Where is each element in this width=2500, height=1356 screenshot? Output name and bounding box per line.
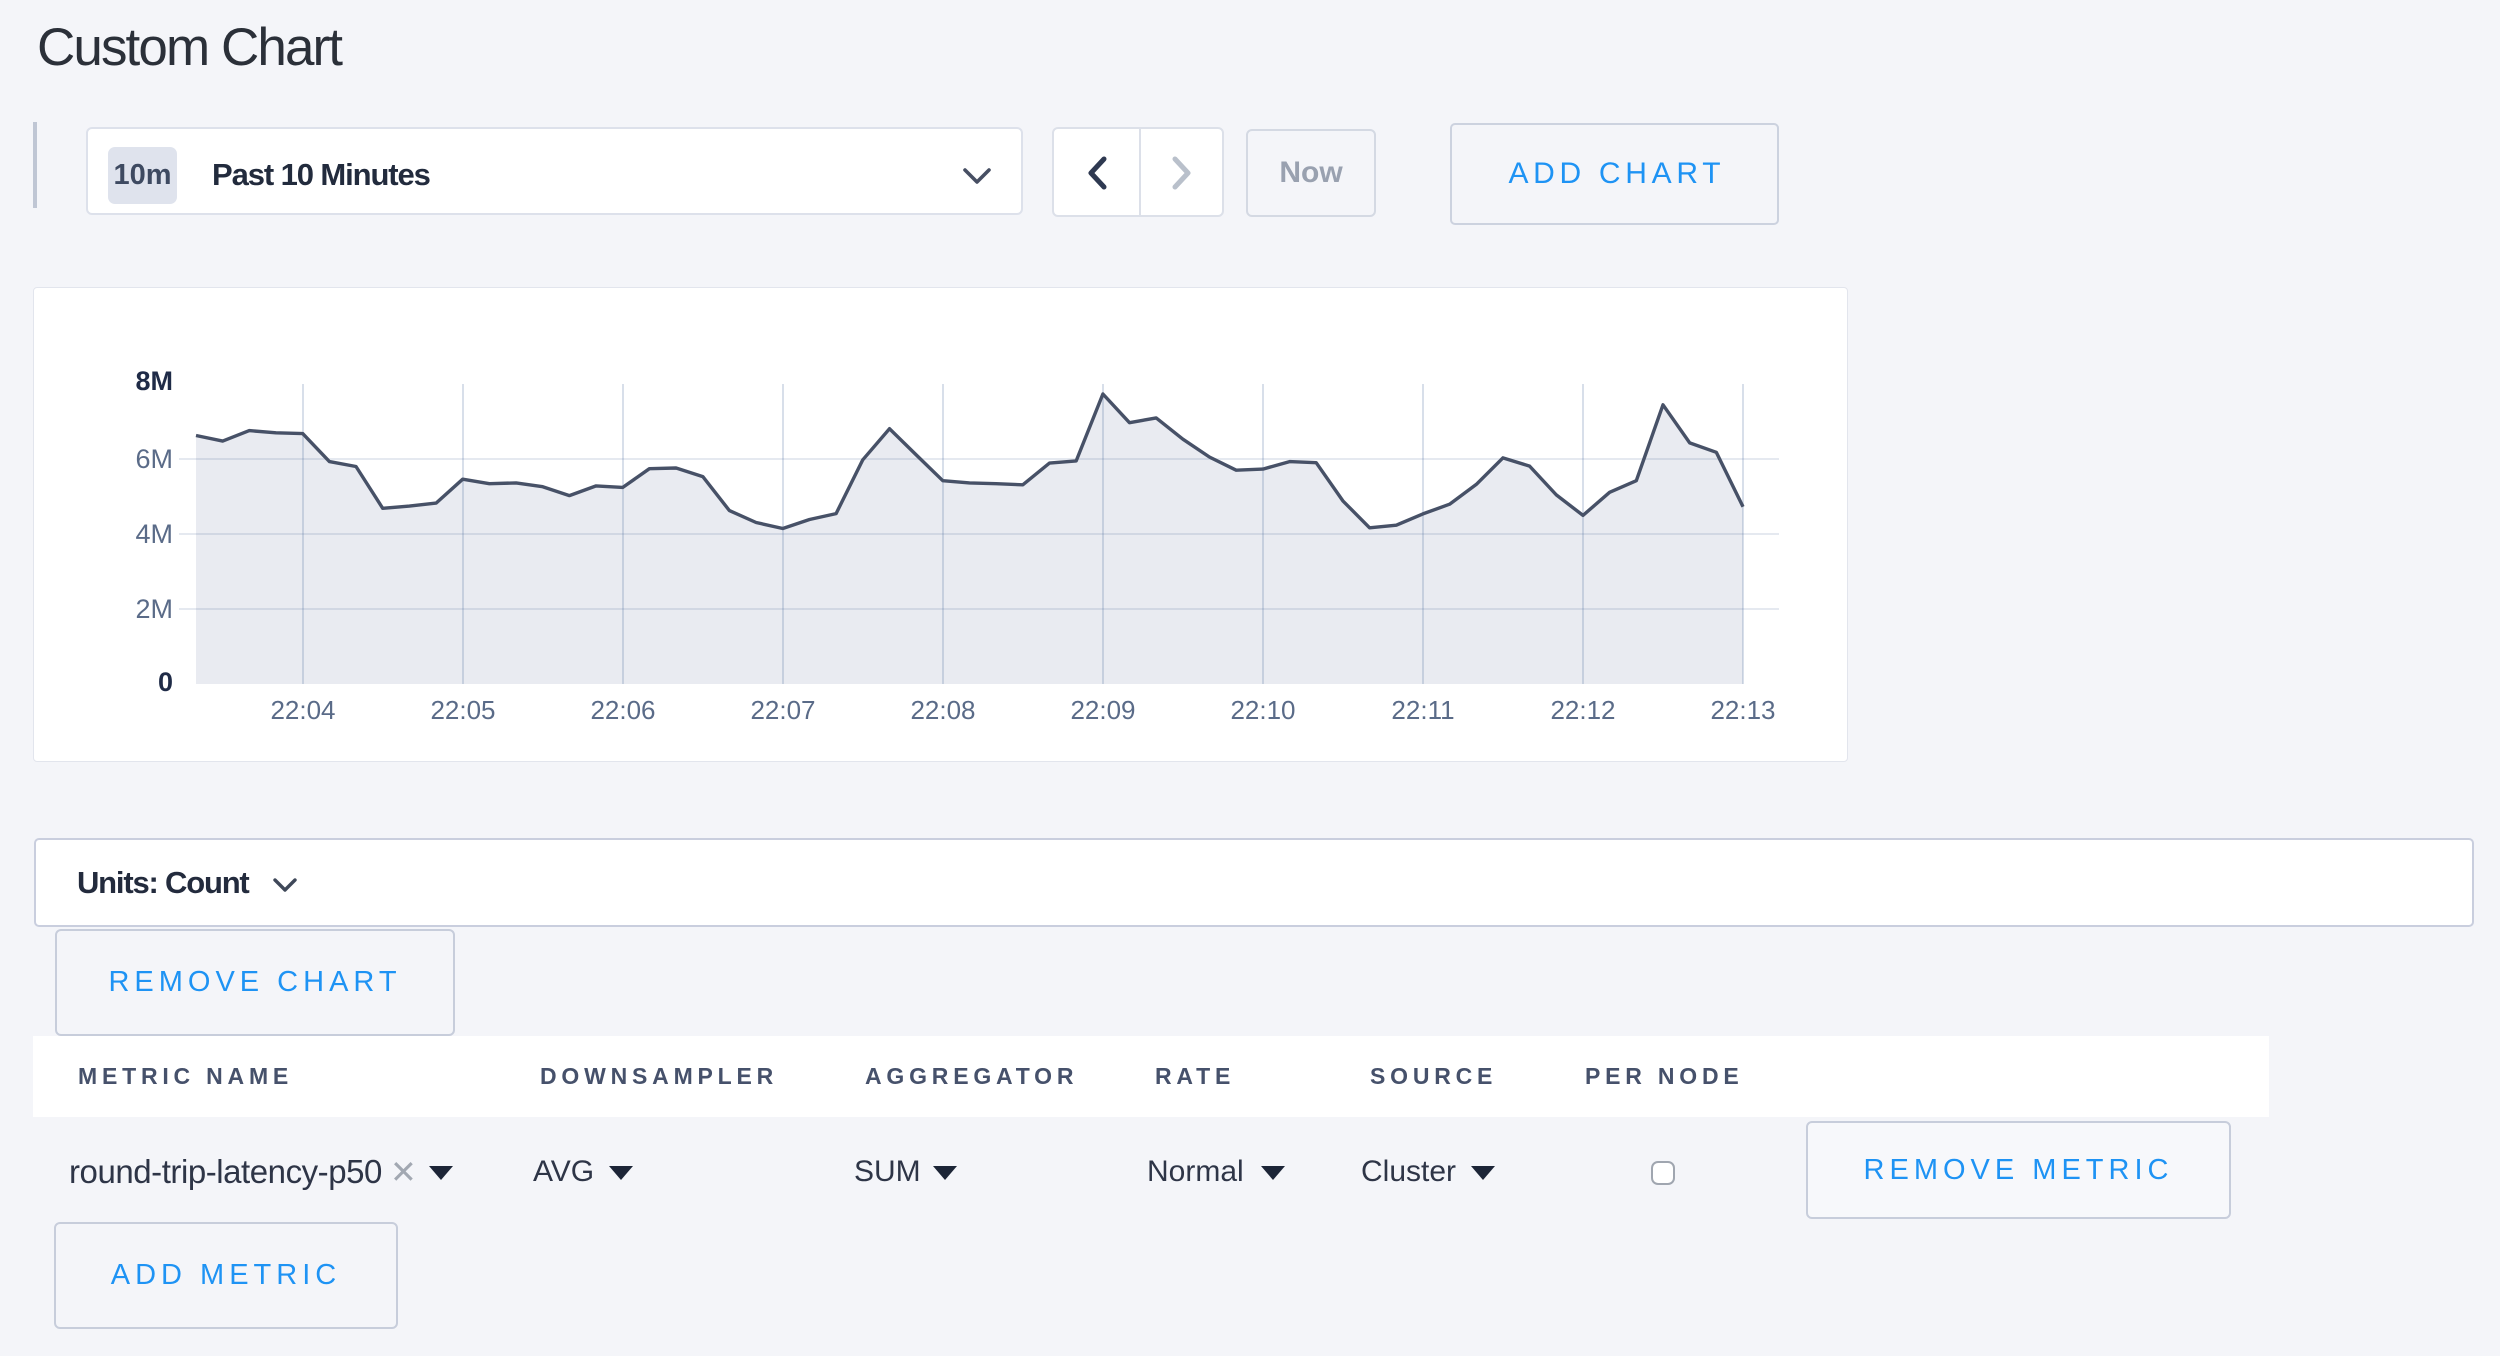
svg-text:0: 0: [158, 667, 173, 697]
svg-text:2M: 2M: [135, 594, 173, 624]
svg-text:22:06: 22:06: [590, 695, 655, 725]
svg-text:22:08: 22:08: [910, 695, 975, 725]
svg-text:22:11: 22:11: [1391, 695, 1454, 725]
svg-text:22:13: 22:13: [1710, 695, 1775, 725]
svg-text:22:10: 22:10: [1230, 695, 1295, 725]
svg-text:8M: 8M: [135, 366, 173, 396]
svg-text:22:09: 22:09: [1070, 695, 1135, 725]
svg-text:22:05: 22:05: [430, 695, 495, 725]
svg-text:6M: 6M: [135, 444, 173, 474]
svg-text:4M: 4M: [135, 519, 173, 549]
svg-text:22:12: 22:12: [1550, 695, 1615, 725]
svg-text:22:04: 22:04: [270, 695, 335, 725]
svg-text:22:07: 22:07: [750, 695, 815, 725]
